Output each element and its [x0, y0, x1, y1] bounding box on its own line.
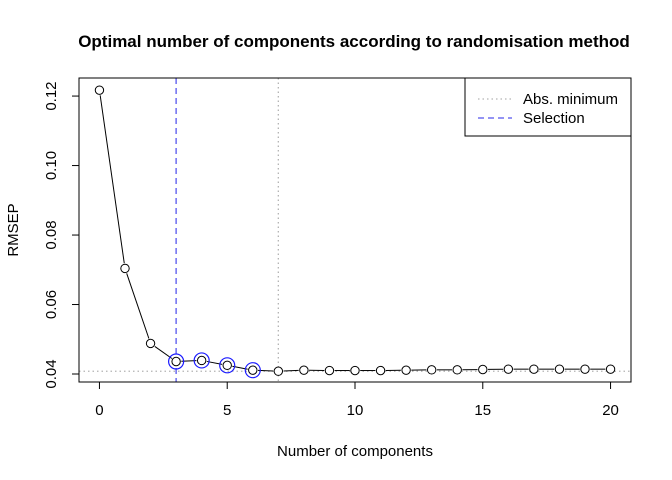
- y-axis: 0.04 0.06 0.08 0.10 0.12: [43, 81, 80, 389]
- data-points: [94, 85, 616, 379]
- data-point: [426, 365, 437, 375]
- series-line: [99, 95, 606, 372]
- highlight-ring: [244, 362, 261, 379]
- x-tick-label: 20: [602, 402, 619, 419]
- series-segment: [154, 346, 173, 359]
- highlight-ring: [219, 357, 236, 374]
- y-tick-label: 0.04: [43, 359, 60, 388]
- x-axis-label: Number of components: [277, 443, 433, 460]
- x-tick-label: 10: [347, 402, 364, 419]
- y-axis-label: RMSEP: [5, 203, 22, 256]
- y-tick-label: 0.06: [43, 290, 60, 319]
- plot-frame: [78, 77, 632, 383]
- series-segment: [126, 273, 150, 339]
- series-segment: [99, 95, 125, 264]
- highlight-ring: [168, 353, 185, 370]
- data-point: [222, 360, 232, 371]
- data-point: [145, 338, 156, 349]
- data-point: [350, 365, 360, 376]
- y-tick-label: 0.10: [43, 151, 60, 180]
- data-point: [580, 364, 590, 374]
- data-point: [171, 356, 181, 367]
- data-point: [196, 355, 207, 366]
- highlight-ring: [193, 352, 210, 369]
- legend-selection-label: Selection: [523, 110, 585, 127]
- x-axis: 0 5 10 15 20: [95, 381, 619, 419]
- x-tick-label: 0: [95, 402, 103, 419]
- data-point: [94, 85, 105, 95]
- data-point: [375, 365, 386, 376]
- data-point: [478, 364, 488, 375]
- y-tick-label: 0.08: [43, 220, 60, 249]
- series-segment: [283, 369, 299, 372]
- legend: Abs. minimum Selection: [464, 77, 632, 137]
- data-point: [503, 364, 514, 374]
- x-tick-label: 15: [474, 402, 491, 419]
- legend-abs-minimum-label: Abs. minimum: [523, 91, 618, 108]
- data-point: [299, 365, 309, 375]
- legend-box: [464, 77, 632, 137]
- data-point: [452, 365, 462, 375]
- y-tick-label: 0.12: [43, 81, 60, 110]
- chart-title: Optimal number of components according t…: [78, 32, 630, 51]
- data-point: [554, 364, 565, 374]
- data-point: [605, 364, 616, 374]
- x-tick-label: 5: [223, 402, 231, 419]
- data-point: [401, 365, 411, 375]
- data-point: [248, 365, 258, 375]
- data-point: [529, 364, 539, 374]
- data-point: [120, 263, 130, 274]
- data-point: [324, 365, 335, 376]
- data-point: [273, 366, 284, 376]
